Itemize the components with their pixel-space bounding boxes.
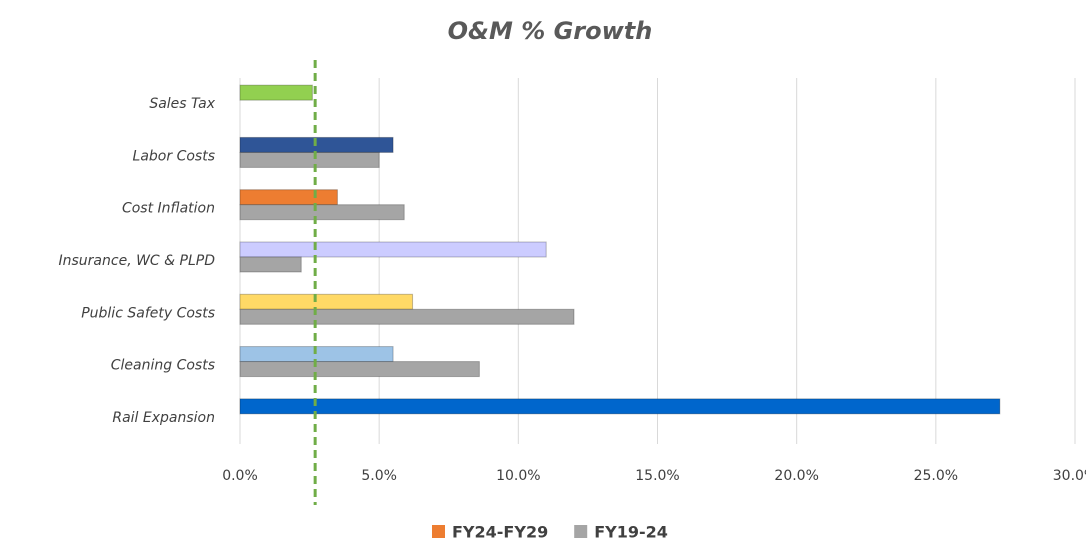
- legend-swatch: [574, 525, 588, 538]
- y-tick-label: Public Safety Costs: [81, 305, 215, 321]
- chart-title: O&M % Growth: [448, 17, 653, 45]
- bar: [239, 151, 380, 168]
- legend-label: FY24-FY29: [452, 523, 548, 542]
- bar: [239, 293, 414, 310]
- x-tick-label: 5.0%: [361, 468, 397, 484]
- bar: [239, 84, 313, 101]
- x-tick-label: 25.0%: [914, 468, 958, 484]
- x-tick-label: 10.0%: [496, 468, 540, 484]
- bar: [239, 256, 302, 273]
- legend-label: FY19-24: [594, 523, 668, 542]
- y-tick-label: Rail Expansion: [112, 410, 215, 426]
- y-tick-label: Labor Costs: [133, 148, 215, 164]
- y-tick-label: Cost Inflation: [122, 201, 215, 217]
- x-tick-label: 30.0%: [1053, 468, 1086, 484]
- y-tick-label: Sales Tax: [149, 96, 215, 112]
- bar: [239, 398, 1001, 415]
- bar: [239, 361, 480, 378]
- legend-swatch: [432, 525, 445, 538]
- x-tick-label: 0.0%: [222, 468, 258, 484]
- bar: [239, 308, 575, 325]
- x-tick-label: 20.0%: [774, 468, 818, 484]
- bar: [239, 241, 547, 258]
- bar: [239, 189, 338, 206]
- y-tick-label: Insurance, WC & PLPD: [59, 253, 216, 269]
- x-tick-label: 15.0%: [635, 468, 679, 484]
- y-tick-label: Cleaning Costs: [111, 358, 215, 374]
- bar: [239, 204, 405, 221]
